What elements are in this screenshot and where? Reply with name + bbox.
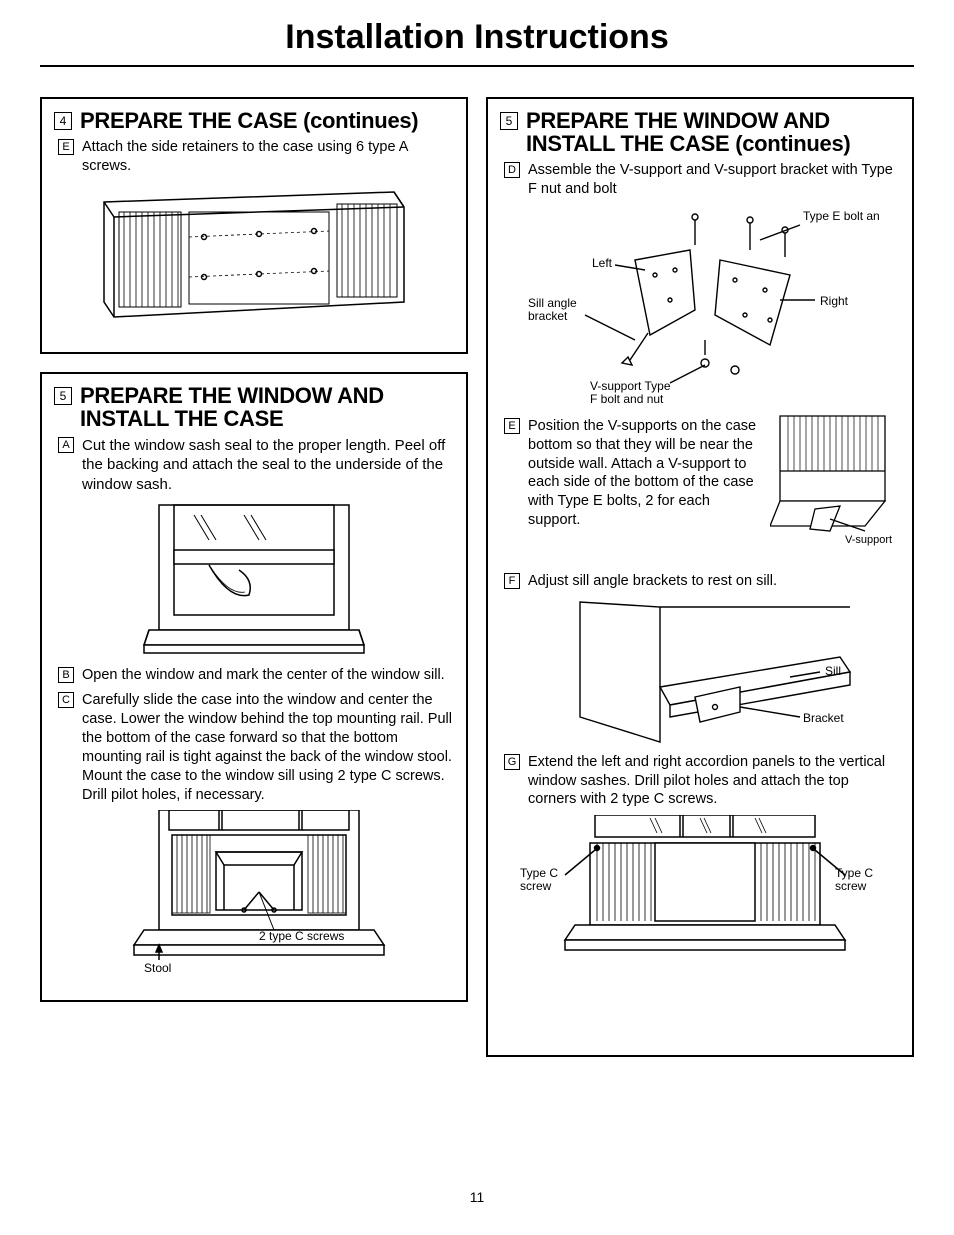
figure-accordion-extend: Type Cscrew Type Cscrew xyxy=(500,815,900,965)
figure-v-support-position: V-support xyxy=(770,411,900,566)
label-stool: Stool xyxy=(144,961,171,975)
label-left: Left xyxy=(592,256,613,270)
figure-mount-case: Stool 2 type C screws xyxy=(54,810,454,980)
letter-box: C xyxy=(58,692,74,708)
step-E: E Position the V-supports on the case bo… xyxy=(500,417,762,530)
panel-4: 4 PREPARE THE CASE (continues) E Attach … xyxy=(40,97,468,354)
step-number-box: 5 xyxy=(54,387,72,405)
letter-box: G xyxy=(504,754,520,770)
panel-5-left: 5 PREPARE THE WINDOW AND INSTALL THE CAS… xyxy=(40,372,468,1003)
page-title: Installation Instructions xyxy=(40,0,914,67)
letter-box: E xyxy=(58,139,74,155)
step-number-box: 5 xyxy=(500,112,518,130)
panel-title: PREPARE THE WINDOW AND INSTALL THE CASE … xyxy=(526,109,900,155)
step-C: C Carefully slide the case into the wind… xyxy=(54,691,454,804)
letter-box: B xyxy=(58,667,74,683)
label-type-c-left: Type Cscrew xyxy=(520,866,558,893)
step-text: Adjust sill angle brackets to rest on si… xyxy=(528,572,777,591)
step-text: Assemble the V-support and V-support bra… xyxy=(528,161,900,199)
letter-box: F xyxy=(504,573,520,589)
figure-sash-seal xyxy=(54,500,454,660)
label-vsupport-f: V-support TypeF bolt and nut xyxy=(590,379,671,405)
label-v-support: V-support xyxy=(845,534,892,546)
panel-title: PREPARE THE WINDOW AND INSTALL THE CASE xyxy=(80,384,454,430)
page-number: 11 xyxy=(0,1189,954,1205)
right-column: 5 PREPARE THE WINDOW AND INSTALL THE CAS… xyxy=(486,97,914,1057)
label-2-type-c: 2 type C screws xyxy=(259,929,344,943)
label-right: Right xyxy=(820,294,849,308)
step-text: Extend the left and right accordion pane… xyxy=(528,753,900,810)
step-E: E Attach the side retainers to the case … xyxy=(54,138,454,176)
step-text: Position the V-supports on the case bott… xyxy=(528,417,762,530)
left-column: 4 PREPARE THE CASE (continues) E Attach … xyxy=(40,97,468,1057)
label-bracket: Bracket xyxy=(803,711,844,725)
step-text: Open the window and mark the center of t… xyxy=(82,666,445,685)
step-A: A Cut the window sash seal to the proper… xyxy=(54,436,454,495)
label-type-c-right: Type Cscrew xyxy=(835,866,873,893)
figure-case-retainers xyxy=(54,182,454,332)
step-number-box: 4 xyxy=(54,112,72,130)
label-type-e-bolt: Type E bolt and nut xyxy=(803,209,880,223)
letter-box: D xyxy=(504,162,520,178)
content-columns: 4 PREPARE THE CASE (continues) E Attach … xyxy=(0,67,954,1057)
step-text: Carefully slide the case into the window… xyxy=(82,691,454,804)
letter-box: E xyxy=(504,418,520,434)
step-F: F Adjust sill angle brackets to rest on … xyxy=(500,572,900,591)
step-D: D Assemble the V-support and V-support b… xyxy=(500,161,900,199)
figure-sill-bracket: Sill Bracket xyxy=(500,597,900,747)
figure-v-support-assembly: Type E bolt and nut Left Right Sill angl… xyxy=(500,205,900,405)
label-sill: Sill xyxy=(825,664,841,678)
step-G: G Extend the left and right accordion pa… xyxy=(500,753,900,810)
letter-box: A xyxy=(58,437,74,453)
panel-title: PREPARE THE CASE (continues) xyxy=(80,109,418,132)
label-sill-angle: Sill anglebracket xyxy=(528,296,577,323)
panel-5-right: 5 PREPARE THE WINDOW AND INSTALL THE CAS… xyxy=(486,97,914,1057)
step-text: Attach the side retainers to the case us… xyxy=(82,138,454,176)
step-B: B Open the window and mark the center of… xyxy=(54,666,454,685)
step-text: Cut the window sash seal to the proper l… xyxy=(82,436,454,495)
